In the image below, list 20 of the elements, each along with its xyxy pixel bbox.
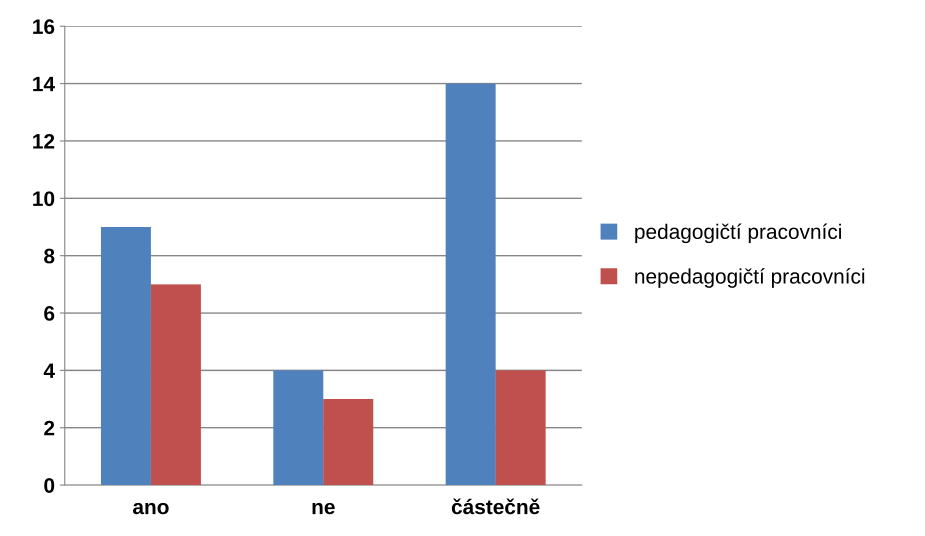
legend-label: nepedagogičtí pracovníci	[635, 268, 864, 288]
y-tick-label: 8	[44, 248, 54, 264]
bar	[100, 226, 151, 486]
y-tick-label: 14	[33, 76, 55, 92]
x-tick-label: částečně	[452, 498, 540, 514]
y-tick-label: 10	[33, 191, 54, 206]
y-tick-label: 0	[44, 478, 54, 493]
y-tick-label: 2	[44, 420, 54, 436]
bar	[446, 84, 496, 486]
bar	[150, 284, 201, 486]
legend-label: pedagogičtí pracovníci	[635, 224, 841, 244]
y-tick-label: 4	[44, 364, 55, 378]
y-tick-label: 12	[33, 134, 54, 149]
y-tick-label: 16	[33, 19, 54, 34]
bar	[323, 399, 374, 486]
y-tick-label: 6	[44, 306, 54, 321]
x-tick-label: ne	[312, 502, 335, 514]
bar	[496, 370, 546, 486]
x-tick-label: ano	[133, 502, 169, 514]
bar	[273, 370, 324, 486]
